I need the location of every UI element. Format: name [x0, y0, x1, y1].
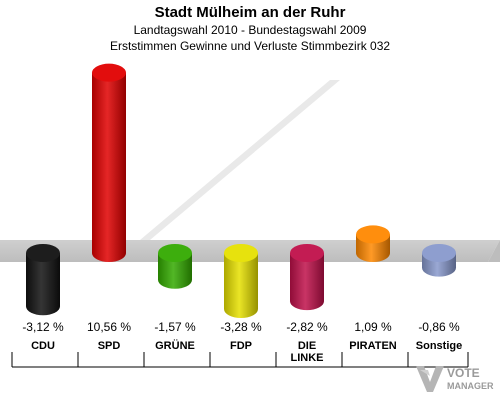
category-label: LINKE — [291, 352, 324, 364]
back-shade — [140, 80, 340, 240]
bar-grüne — [158, 244, 192, 289]
category-label: Sonstige — [416, 340, 462, 352]
chart-title: Stadt Mülheim an der Ruhr — [154, 4, 346, 21]
votemanager-logo: VOTE MANAGER — [416, 366, 494, 392]
value-label: -3,28 % — [220, 320, 262, 334]
category-label: SPD — [98, 340, 121, 352]
bar-cdu — [26, 244, 60, 316]
chart-subtitle-2: Erststimmen Gewinne und Verluste Stimmbe… — [109, 39, 391, 53]
category-label: FDP — [230, 340, 252, 352]
value-label: 10,56 % — [87, 320, 131, 334]
bar-die-linke — [290, 244, 324, 311]
logo-text: VOTE — [447, 366, 480, 380]
category-label: DIE — [298, 340, 316, 352]
bar-spd — [92, 63, 126, 262]
bar-piraten — [356, 225, 390, 262]
bar-sonstige — [422, 244, 456, 277]
chart-subtitle-1: Landtagswahl 2010 - Bundestagswahl 2009 — [133, 23, 367, 37]
value-label: 1,09 % — [354, 320, 392, 334]
bar-fdp — [224, 244, 258, 319]
category-label: PIRATEN — [349, 340, 397, 352]
value-label: -0,86 % — [418, 320, 460, 334]
value-label: -2,82 % — [286, 320, 328, 334]
category-label: GRÜNE — [155, 339, 195, 352]
value-label: -1,57 % — [154, 320, 196, 334]
category-label: CDU — [31, 340, 55, 352]
logo-subtext: MANAGER — [447, 381, 494, 391]
value-label: -3,12 % — [22, 320, 64, 334]
